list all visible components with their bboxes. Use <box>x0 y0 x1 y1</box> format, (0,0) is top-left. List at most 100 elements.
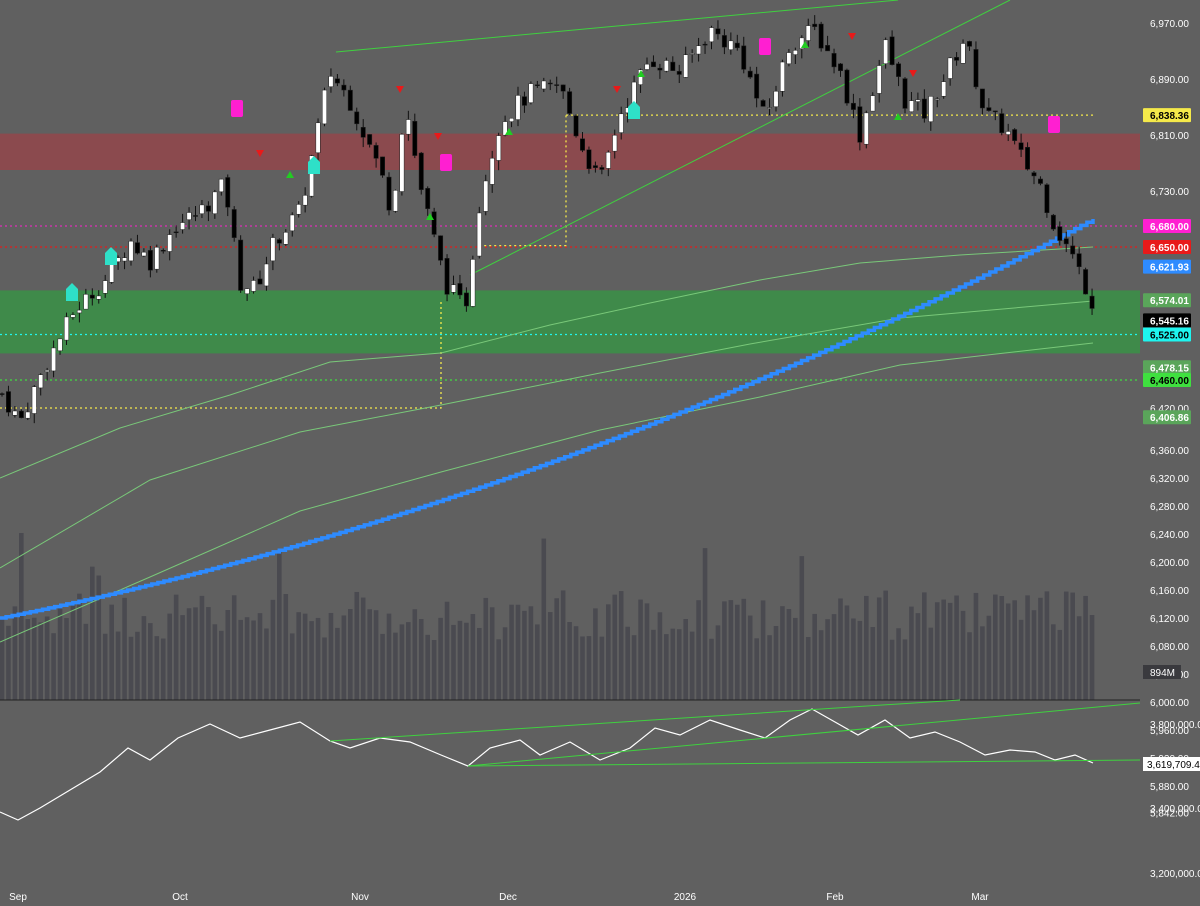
buy-triangle <box>286 171 294 178</box>
volume-bar <box>309 621 314 700</box>
volume-bar <box>786 609 792 700</box>
volume-bar <box>1063 591 1069 700</box>
osc-trendline-rising <box>467 702 1141 767</box>
candle-body <box>1018 142 1024 150</box>
candle-body <box>670 61 676 71</box>
candle-body <box>386 176 392 211</box>
volume-bar <box>96 575 102 700</box>
candle-body <box>909 100 914 113</box>
volume-bar <box>1089 615 1095 700</box>
candle-body <box>167 234 173 252</box>
volume-bar <box>915 613 921 700</box>
cyan-marker-icon <box>628 101 640 119</box>
volume-bar <box>264 628 269 700</box>
volume-bar <box>676 629 682 700</box>
support-resistance-zones <box>0 133 1140 354</box>
level-label-box <box>1143 327 1191 342</box>
candle-body <box>651 61 656 68</box>
candle-body <box>70 314 76 318</box>
level-label-box <box>1143 373 1191 387</box>
candle-body <box>696 45 702 55</box>
osc-trendline-flat <box>467 759 1141 767</box>
volume-bar <box>889 639 895 700</box>
volume-bar <box>689 631 695 700</box>
candle-body <box>405 119 411 135</box>
volume-bar <box>451 624 456 700</box>
candle-body <box>1076 253 1082 267</box>
volume-bar <box>186 608 192 700</box>
volume-bar <box>257 613 263 700</box>
volume-bar <box>509 604 514 700</box>
candle-body <box>805 25 811 41</box>
volume-bar <box>225 610 231 700</box>
candle-body <box>399 134 405 192</box>
candle-body <box>225 177 231 208</box>
price-tick-label: 6,730.00 <box>1150 187 1189 198</box>
volume-bar <box>793 617 798 700</box>
trendlines <box>335 0 1011 276</box>
volume-bar <box>412 609 418 700</box>
ma-middle <box>0 300 1094 569</box>
volume-bar <box>477 627 482 700</box>
volume-bar <box>386 613 392 700</box>
volume-bar <box>141 616 147 700</box>
candle-body <box>973 49 979 88</box>
volume-bar <box>231 595 237 700</box>
volume-bar <box>457 620 463 700</box>
signal-markers <box>66 33 1060 301</box>
volume-bar <box>64 618 69 700</box>
candle-body <box>412 121 418 156</box>
candle-body <box>64 316 69 341</box>
cyan-marker-icon <box>105 247 117 265</box>
level-label-text: 6,525.00 <box>1150 331 1189 342</box>
candlesticks[interactable] <box>0 15 1095 424</box>
candle-body <box>573 115 579 137</box>
level-label-box <box>1143 108 1191 123</box>
volume-bar <box>896 628 901 700</box>
time-tick-label: Nov <box>351 892 369 903</box>
price-tick-label: 6,080.00 <box>1150 642 1189 653</box>
buy-triangle <box>426 213 434 220</box>
candle-body <box>102 280 108 294</box>
volume-bar <box>960 610 966 700</box>
level-label-text: 6,680.00 <box>1150 222 1189 233</box>
volume-bar <box>831 614 837 700</box>
volume-bar <box>947 602 953 700</box>
candle-body <box>76 309 82 314</box>
candle-body <box>754 73 760 99</box>
candle-body <box>928 96 934 122</box>
candle-body <box>309 155 315 197</box>
volume-bar <box>444 601 450 700</box>
sell-triangle <box>613 86 621 93</box>
volume-bar <box>425 634 430 700</box>
candle-body <box>547 82 553 85</box>
candle-body <box>567 91 573 114</box>
candle-body <box>786 52 792 65</box>
volume-bar <box>180 615 185 700</box>
candle-body <box>586 149 592 169</box>
candle-body <box>289 214 295 232</box>
volume-bar <box>515 604 521 700</box>
volume-label-text: 894M <box>1150 668 1175 679</box>
candle-body <box>25 411 31 419</box>
candle-body <box>773 90 779 107</box>
candle-body <box>483 180 489 212</box>
volume-bar <box>567 621 572 700</box>
candle-body <box>638 69 643 85</box>
candle-body <box>605 152 611 169</box>
volume-bar <box>1005 603 1011 700</box>
candle-body <box>921 98 927 119</box>
volume-bar <box>464 622 469 700</box>
volume-bar <box>12 606 18 700</box>
candle-body <box>135 242 140 254</box>
volume-bar <box>767 635 772 700</box>
volume-bar <box>1057 629 1063 700</box>
candle-body <box>580 138 585 151</box>
candle-body <box>979 88 985 109</box>
resistance-zone <box>0 133 1140 170</box>
volume-bar <box>638 599 643 700</box>
level-label-box <box>1143 259 1191 274</box>
candle-body <box>244 288 250 294</box>
volume-bar <box>818 630 824 700</box>
